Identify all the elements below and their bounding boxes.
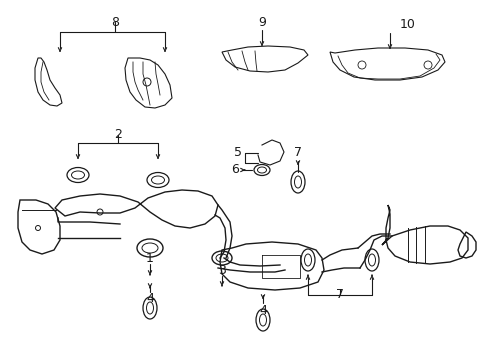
Text: 3: 3 <box>218 264 225 276</box>
Text: 7: 7 <box>293 147 302 159</box>
Text: 10: 10 <box>399 18 415 31</box>
Text: 5: 5 <box>234 147 242 159</box>
Text: 9: 9 <box>258 15 265 28</box>
Text: 6: 6 <box>231 163 239 176</box>
Text: 7: 7 <box>335 288 343 301</box>
Text: 4: 4 <box>146 292 154 305</box>
Text: 8: 8 <box>111 15 119 28</box>
Text: 2: 2 <box>114 129 122 141</box>
Text: 1: 1 <box>146 252 154 265</box>
Text: 4: 4 <box>259 303 266 316</box>
